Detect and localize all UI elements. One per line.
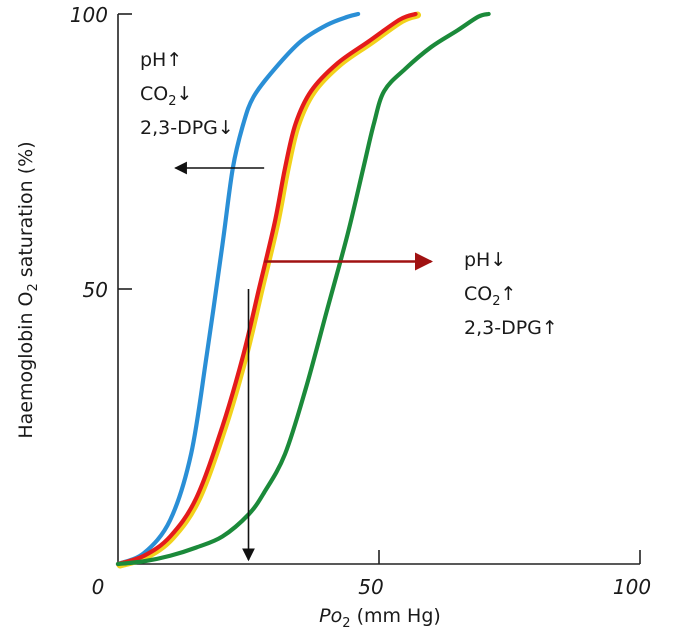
y-tick-label: 100	[70, 3, 108, 27]
x-tick-label: 100	[613, 575, 651, 599]
y-axis-title: Haemoglobin O2 saturation (%)	[15, 141, 41, 438]
axis-ticks	[118, 13, 641, 564]
left-annotation-dpg: 2,3-DPG↓	[140, 117, 234, 139]
x-tick-label: 0	[92, 575, 105, 599]
right-annotation-ph: pH↓	[464, 249, 506, 271]
axes	[117, 14, 640, 565]
left-annotation-co2: CO2↓	[140, 83, 192, 109]
right-shifted-curve	[115, 11, 491, 567]
y-tick-label: 50	[83, 278, 108, 302]
left-shift-annotation: pH↑ CO2↓ 2,3-DPG↓	[140, 49, 234, 139]
left-annotation-ph: pH↑	[140, 49, 182, 71]
x-tick-label: 50	[358, 575, 383, 599]
x-axis-title: Po2 (mm Hg)	[319, 605, 441, 631]
axis-tick-labels: 0 50 100 50 100	[70, 3, 651, 599]
guide-arrows	[174, 161, 434, 562]
normal-curve	[115, 11, 418, 567]
right-shift-annotation: pH↓ CO2↑ 2,3-DPG↑	[464, 249, 558, 339]
right-annotation-co2: CO2↑	[464, 283, 516, 309]
right-annotation-dpg: 2,3-DPG↑	[464, 317, 558, 339]
